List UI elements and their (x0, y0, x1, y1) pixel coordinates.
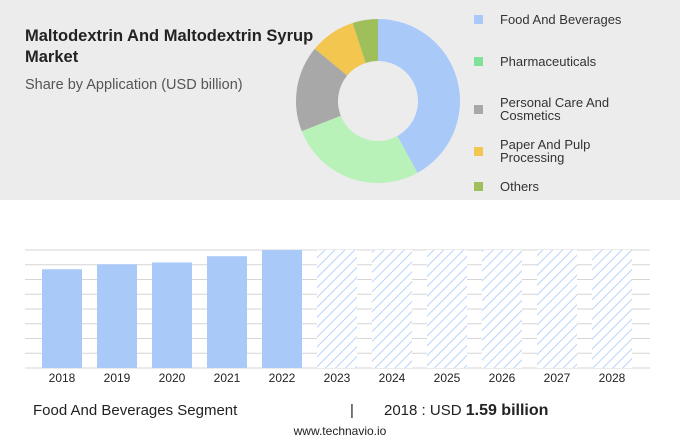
forecast-placeholder (427, 250, 467, 368)
x-tick-label: 2025 (434, 371, 461, 385)
x-tick-label: 2019 (104, 371, 131, 385)
legend-item: Food And Beverages (474, 13, 634, 26)
legend-item: Others (474, 180, 634, 193)
footer-separator: | (350, 402, 354, 419)
footer-value: 1.59 billion (465, 402, 549, 419)
footer-source: www.technavio.io (293, 424, 387, 438)
legend-label: Pharmaceuticals (500, 54, 597, 69)
bar (152, 262, 192, 368)
pie-slice (314, 23, 366, 76)
forecast-placeholder (537, 250, 577, 368)
legend-item: Pharmaceuticals (474, 55, 634, 68)
legend-label: Others (500, 179, 540, 194)
x-tick-label: 2024 (379, 371, 406, 385)
pie-slice (301, 115, 418, 183)
forecast-placeholder (317, 250, 357, 368)
x-tick-label: 2023 (324, 371, 351, 385)
x-tick-label: 2018 (49, 371, 76, 385)
x-tick-label: 2028 (599, 371, 626, 385)
footer-segment: Food And Beverages Segment (33, 402, 238, 419)
legend-label: Paper And Pulp Processing (500, 137, 591, 165)
legend-label: Food And Beverages (500, 12, 622, 27)
x-tick-label: 2027 (544, 371, 571, 385)
title: Maltodextrin And Maltodextrin Syrup Mark… (25, 27, 314, 66)
bar (42, 269, 82, 368)
legend-swatch (474, 15, 483, 24)
bar (97, 264, 137, 368)
legend-swatch (474, 182, 483, 191)
legend-swatch (474, 146, 483, 156)
legend-label: Personal Care And Cosmetics (500, 95, 610, 123)
x-tick-label: 2020 (159, 371, 186, 385)
legend-swatch (474, 57, 483, 66)
bar (207, 256, 247, 368)
forecast-placeholder (372, 250, 412, 368)
legend-item: Paper And Pulp Processing (474, 138, 634, 164)
x-tick-label: 2026 (489, 371, 516, 385)
pie-slice (352, 19, 378, 63)
legend-item: Personal Care And Cosmetics (474, 96, 634, 122)
footer-year: 2018 : USD 1.59 billion (384, 402, 548, 420)
footer-year-label: 2018 : USD (384, 402, 462, 419)
forecast-placeholder (592, 250, 632, 368)
pie-slice (296, 48, 348, 132)
pie-slice (378, 19, 460, 173)
x-tick-label: 2021 (214, 371, 241, 385)
x-tick-label: 2022 (269, 371, 296, 385)
legend-swatch (474, 104, 483, 114)
forecast-placeholder (482, 250, 522, 368)
bar (262, 250, 302, 368)
subtitle: Share by Application (USD billion) (25, 77, 243, 93)
